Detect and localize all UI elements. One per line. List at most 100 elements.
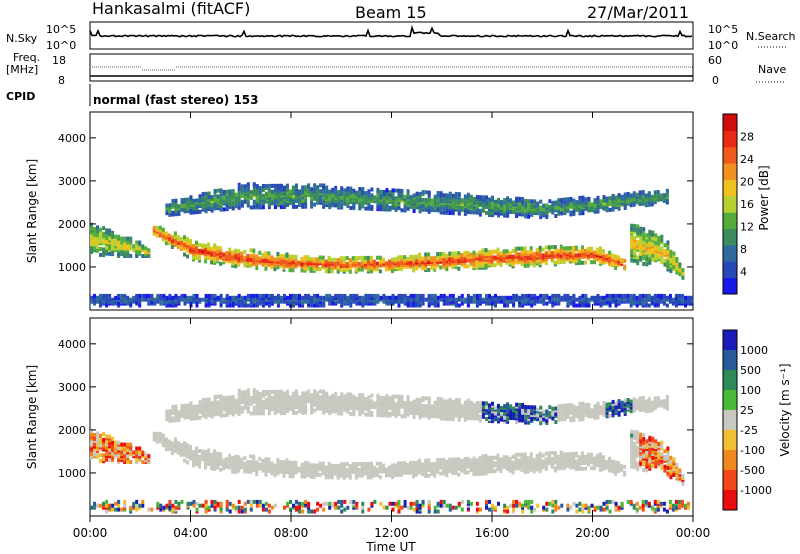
power-cell-early-patch [111, 230, 115, 235]
velocity-cell-main-echo-band [550, 451, 554, 456]
power-cell-main-echo-band [584, 249, 587, 253]
velocity-cell-main-echo-band [526, 456, 530, 461]
power-cell-near-range-clutter [123, 293, 127, 298]
velocity-cell-main-echo-band [167, 439, 171, 444]
velocity-cell-main-echo-band [210, 462, 214, 467]
power-cell-near-range-clutter [593, 295, 597, 300]
power-cell-early-patch [138, 240, 142, 245]
power-cell-near-range-clutter [632, 293, 636, 298]
velocity-cell-main-echo-band [345, 467, 349, 472]
power-cell-late-patches [663, 243, 667, 248]
velocity-cell-main-echo-band [360, 473, 364, 478]
power-cell-near-range-clutter [551, 297, 555, 302]
velocity-cell-upper-band [189, 401, 193, 406]
power-cell-upper-band [325, 193, 329, 198]
power-cell-upper-band [629, 193, 633, 198]
power-cell-near-range-clutter [105, 297, 109, 302]
power-cell-main-echo-band [155, 225, 159, 230]
power-cell-main-echo-band [312, 257, 316, 262]
power-cell-main-echo-band [189, 238, 192, 243]
power-colorbar-tick: 20 [740, 176, 754, 189]
power-cell-near-range-clutter [602, 295, 606, 300]
power-cell-near-range-clutter [605, 293, 609, 298]
power-cell-upper-band [207, 191, 211, 196]
power-cell-near-range-clutter [349, 303, 353, 308]
velocity-cell-upper-band [343, 407, 347, 412]
power-cell-near-range-clutter [126, 295, 130, 300]
velocity-cell-main-echo-band [186, 443, 189, 447]
velocity-cell-main-echo-band [291, 460, 295, 465]
power-cell-near-range-clutter [427, 303, 431, 308]
power-cell-near-range-clutter [406, 295, 410, 300]
power-colorbar-swatch [723, 277, 737, 295]
velocity-cell-upper-band [364, 397, 368, 402]
power-cell-main-echo-band [605, 253, 609, 258]
velocity-cell-upper-band [286, 397, 289, 402]
power-cell-upper-band [201, 196, 205, 200]
power-cell-upper-band [292, 201, 295, 205]
velocity-cell-upper-band [367, 395, 371, 400]
power-cell-near-range-clutter [515, 293, 519, 298]
power-cell-upper-band [301, 189, 305, 194]
power-cell-late-patches [663, 262, 667, 267]
power-cell-near-range-clutter [400, 297, 404, 302]
power-cell-upper-band [662, 193, 666, 198]
power-cell-main-echo-band [502, 253, 506, 258]
velocity-cell-upper-band [292, 407, 295, 411]
power-cell-main-echo-band [294, 254, 298, 259]
power-cell-upper-band [403, 208, 407, 213]
velocity-cell-main-echo-band [378, 475, 382, 480]
power-cell-main-echo-band [439, 265, 443, 270]
velocity-cell-upper-band [270, 389, 274, 394]
power-cell-near-range-clutter [198, 297, 202, 302]
power-cell-near-range-clutter [584, 293, 588, 298]
power-cell-main-echo-band [267, 251, 271, 256]
power-cell-main-echo-band [409, 260, 413, 265]
velocity-cell-upper-band [183, 415, 187, 420]
velocity-cell-main-echo-band [553, 451, 557, 455]
velocity-cell-main-echo-band [243, 461, 247, 466]
velocity-cell-main-echo-band [270, 461, 274, 466]
velocity-cell-upper-band [198, 400, 202, 405]
power-cell-main-echo-band [309, 257, 313, 262]
power-cell-near-range-clutter [650, 295, 654, 300]
velocity-cell-main-echo-band [553, 466, 557, 471]
power-cell-near-range-clutter [454, 297, 458, 302]
power-cell-near-range-clutter [177, 295, 181, 300]
power-cell-upper-band [340, 186, 344, 191]
power-cell-main-echo-band [351, 256, 355, 261]
velocity-cell-upper-band [364, 412, 368, 417]
power-cell-main-echo-band [204, 259, 208, 264]
power-cell-main-echo-band [556, 248, 560, 253]
power-cell-upper-band [204, 207, 208, 212]
power-cell-main-echo-band [243, 261, 247, 266]
power-cell-upper-band [273, 187, 277, 192]
velocity-cell-main-echo-band [433, 462, 437, 467]
power-cell-near-range-clutter [545, 293, 549, 298]
power-cell-near-range-clutter [159, 301, 163, 306]
power-cell-upper-band [307, 189, 311, 194]
power-cell-late-patches [657, 235, 661, 240]
power-cell-late-patches [654, 237, 658, 242]
power-cell-upper-band [617, 193, 621, 198]
power-cell-upper-band [286, 183, 289, 188]
velocity-cell-main-echo-band [267, 457, 271, 462]
velocity-cell-main-echo-band [544, 451, 548, 456]
power-cell-near-range-clutter [138, 303, 142, 308]
power-cell-main-echo-band [463, 264, 467, 269]
power-cell-main-echo-band [186, 248, 189, 253]
power-cell-upper-band [491, 201, 494, 206]
power-cell-main-echo-band [517, 252, 521, 257]
power-cell-upper-band [460, 207, 464, 212]
power-cell-upper-band [222, 207, 226, 212]
power-cell-near-range-clutter [497, 295, 500, 300]
power-cell-near-range-clutter [228, 303, 232, 308]
velocity-cell-main-echo-band [152, 431, 156, 436]
velocity-cell-main-echo-band [409, 460, 413, 465]
power-cell-upper-band [192, 210, 196, 215]
velocity-cell-main-echo-band [216, 455, 220, 460]
power-cell-late-patches [666, 259, 670, 264]
power-cell-upper-band [273, 183, 277, 188]
power-colorbar-swatch [723, 146, 737, 164]
velocity-cell-main-echo-band [565, 452, 569, 457]
